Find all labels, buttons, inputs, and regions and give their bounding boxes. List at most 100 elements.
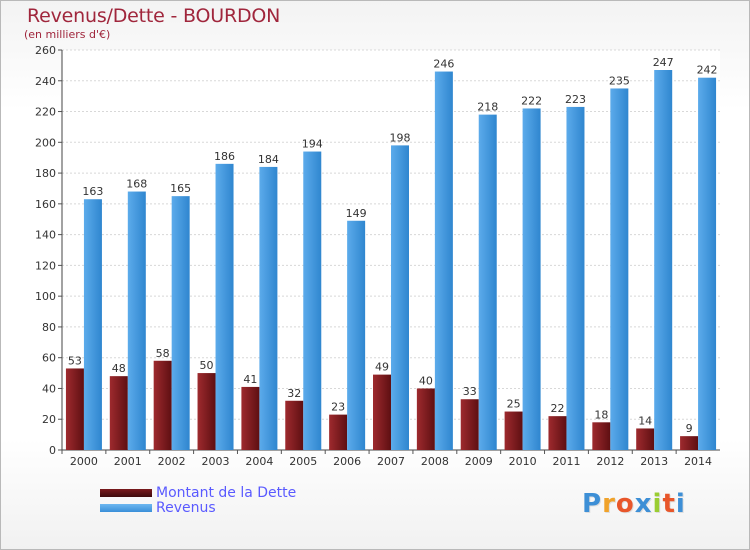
- bar-revenue: [522, 108, 541, 450]
- x-tick-label: 2009: [465, 455, 493, 468]
- logo-letter: r: [602, 489, 616, 519]
- data-label: 149: [346, 207, 367, 220]
- data-label: 247: [653, 56, 674, 69]
- data-label: 41: [243, 373, 257, 386]
- bar-revenue: [303, 151, 322, 451]
- logo-letter: t: [662, 489, 676, 519]
- data-label: 25: [507, 398, 521, 411]
- data-label: 198: [390, 131, 411, 144]
- legend-label-revenue: Revenus: [156, 500, 216, 516]
- y-tick-label: 260: [35, 44, 56, 57]
- y-tick-label: 100: [35, 290, 56, 303]
- data-label: 40: [419, 374, 433, 387]
- legend-label-debt: Montant de la Dette: [156, 485, 297, 501]
- data-label: 58: [156, 347, 170, 360]
- y-tick-label: 140: [35, 229, 56, 242]
- y-tick-label: 120: [35, 259, 56, 272]
- data-label: 48: [112, 362, 126, 375]
- bar-revenue: [654, 70, 673, 450]
- bar-debt: [548, 416, 567, 450]
- bar-debt: [373, 374, 391, 450]
- x-tick-label: 2001: [114, 455, 142, 468]
- x-tick-label: 2005: [289, 455, 317, 468]
- logo-letter: i: [652, 489, 663, 519]
- y-tick-label: 80: [42, 321, 56, 334]
- chart-title: Revenus/Dette - BOURDON: [27, 5, 281, 27]
- bar-debt: [329, 414, 348, 450]
- data-label: 32: [287, 387, 301, 400]
- bar-revenue: [698, 77, 717, 450]
- bar-revenue: [610, 88, 629, 450]
- x-tick-label: 2013: [640, 455, 668, 468]
- data-label: 165: [170, 182, 191, 195]
- bar-debt: [504, 411, 523, 450]
- data-label: 242: [697, 64, 718, 77]
- proxiti-logo: Proxiti: [582, 489, 686, 519]
- y-tick-label: 160: [35, 198, 56, 211]
- data-label: 49: [375, 361, 389, 374]
- y-tick-label: 20: [42, 413, 56, 426]
- x-tick-label: 2003: [202, 455, 230, 468]
- bar-debt: [65, 368, 84, 450]
- bar-debt: [460, 399, 479, 450]
- y-tick-label: 60: [42, 352, 56, 365]
- x-tick-label: 2004: [245, 455, 273, 468]
- x-tick-label: 2006: [333, 455, 361, 468]
- bar-revenue: [391, 145, 409, 450]
- data-label: 53: [68, 354, 82, 367]
- chart-subtitle: (en milliers d'€): [24, 28, 111, 41]
- bar-revenue: [83, 199, 102, 450]
- bar-revenue: [215, 163, 234, 450]
- data-label: 14: [638, 414, 652, 427]
- data-label: 18: [594, 408, 608, 421]
- bar-debt: [153, 360, 172, 450]
- data-label: 186: [214, 150, 235, 163]
- bar-debt: [285, 400, 304, 450]
- logo-letter: P: [582, 489, 603, 519]
- data-label: 223: [565, 93, 586, 106]
- bar-debt: [241, 386, 260, 450]
- bar-debt: [416, 388, 435, 450]
- data-label: 50: [200, 359, 214, 372]
- logo-letter: i: [675, 489, 686, 519]
- bar-debt: [109, 376, 128, 450]
- data-label: 23: [331, 401, 345, 414]
- bar-debt: [680, 436, 699, 450]
- bar-revenue: [566, 106, 585, 450]
- data-label: 218: [477, 101, 498, 114]
- data-label: 22: [550, 402, 564, 415]
- data-label: 184: [258, 153, 279, 166]
- y-tick-label: 200: [35, 136, 56, 149]
- data-label: 222: [521, 94, 542, 107]
- x-tick-label: 2002: [158, 455, 186, 468]
- x-tick-label: 2012: [596, 455, 624, 468]
- data-label: 33: [463, 385, 477, 398]
- data-label: 168: [126, 178, 147, 191]
- bar-revenue: [347, 220, 366, 450]
- x-tick-label: 2011: [552, 455, 580, 468]
- bar-revenue: [127, 191, 146, 451]
- x-tick-label: 2014: [684, 455, 712, 468]
- bar-debt: [197, 373, 216, 450]
- x-tick-label: 2007: [377, 455, 405, 468]
- data-label: 163: [82, 185, 103, 198]
- bar-revenue: [434, 71, 453, 451]
- y-tick-label: 180: [35, 167, 56, 180]
- legend-swatch-revenue: [100, 504, 152, 512]
- y-tick-label: 0: [49, 444, 56, 457]
- logo-letter: o: [615, 489, 635, 519]
- y-tick-label: 40: [42, 382, 56, 395]
- x-tick-label: 2010: [509, 455, 537, 468]
- data-label: 9: [686, 422, 693, 435]
- bar-debt: [592, 422, 611, 450]
- bar-revenue: [171, 196, 190, 450]
- x-tick-label: 2008: [421, 455, 449, 468]
- data-label: 246: [433, 58, 454, 71]
- x-tick-label: 2000: [70, 455, 98, 468]
- bar-debt: [636, 428, 655, 450]
- bar-revenue: [259, 166, 278, 450]
- data-label: 194: [302, 138, 323, 151]
- legend-swatch-debt: [100, 489, 152, 497]
- bar-revenue: [478, 114, 497, 450]
